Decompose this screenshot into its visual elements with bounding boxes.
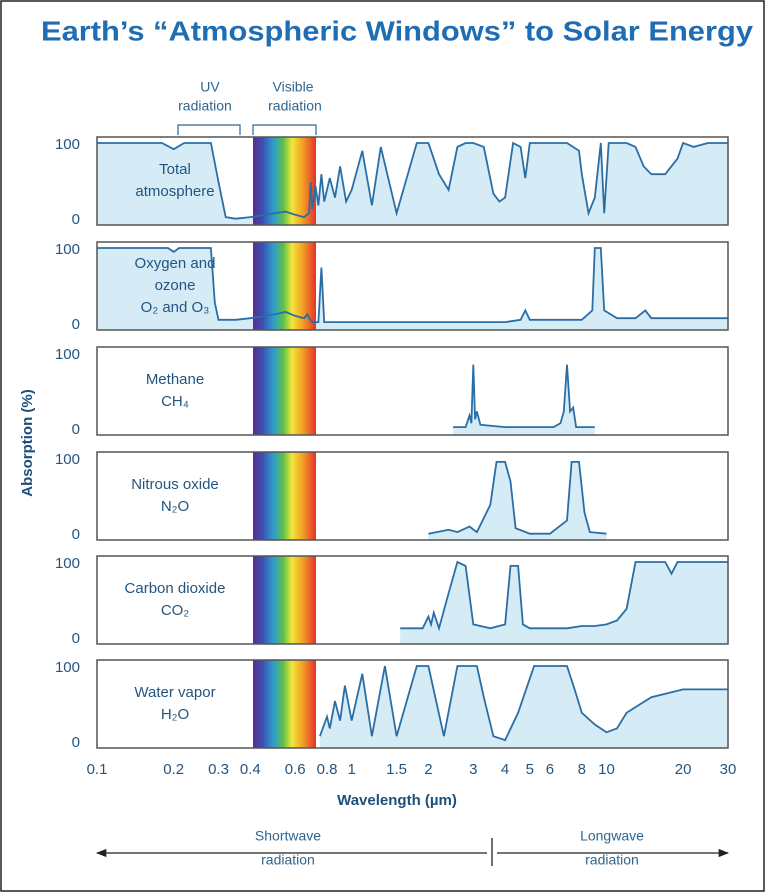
- panel-border: [96, 136, 729, 226]
- absorption-line: [97, 141, 728, 220]
- area-fill: [97, 248, 728, 330]
- panel-label: N₂O: [161, 498, 189, 515]
- x-tick-label: 4: [501, 761, 509, 778]
- panel: [97, 137, 728, 225]
- visible-band: [253, 137, 316, 225]
- panel-label: ozone: [155, 277, 196, 294]
- x-tick-label: 30: [720, 761, 737, 778]
- panel-label: Total: [159, 161, 191, 178]
- area-fill: [400, 562, 728, 644]
- y-tick-label: 0: [72, 211, 80, 228]
- x-tick-label: 1: [348, 761, 356, 778]
- panel-border: [96, 346, 729, 436]
- panel-label: Nitrous oxide: [131, 476, 219, 493]
- y-tick-label: 100: [55, 346, 80, 363]
- panel-label: Oxygen and: [135, 255, 216, 272]
- panel-label: Water vapor: [134, 684, 215, 701]
- uv-bracket: [177, 124, 241, 135]
- absorption-line: [428, 461, 607, 535]
- x-tick-label: 0.3: [208, 761, 229, 778]
- visible-band: [253, 556, 316, 644]
- y-axis-label: Absorption (%): [19, 389, 36, 496]
- x-tick-label: 6: [546, 761, 554, 778]
- y-tick-label: 100: [55, 241, 80, 258]
- panel-label: CH₄: [161, 393, 189, 410]
- panel-label: atmosphere: [135, 183, 214, 200]
- x-tick-label: 10: [598, 761, 615, 778]
- x-tick-label: 0.4: [240, 761, 261, 778]
- panel: [253, 452, 607, 540]
- x-tick-label: 3: [469, 761, 477, 778]
- y-tick-label: 100: [55, 659, 80, 676]
- x-tick-label: 5: [526, 761, 534, 778]
- y-tick-label: 0: [72, 734, 80, 751]
- visible-band: [253, 452, 316, 540]
- y-tick-label: 100: [55, 451, 80, 468]
- panel: [253, 556, 728, 644]
- annotation: radiation: [585, 852, 639, 868]
- y-tick-label: 0: [72, 630, 80, 647]
- y-tick-label: 0: [72, 526, 80, 543]
- panel-border: [96, 241, 729, 331]
- chart-title: Earth’s “Atmospheric Windows” to Solar E…: [41, 15, 753, 46]
- panel-label: Methane: [146, 371, 204, 388]
- visible-band: [253, 347, 316, 435]
- absorption-line: [97, 247, 728, 323]
- panel-border: [96, 555, 729, 645]
- x-tick-label: 2: [424, 761, 432, 778]
- absorption-line: [400, 560, 728, 632]
- x-tick-label: 8: [578, 761, 586, 778]
- y-tick-label: 0: [72, 316, 80, 333]
- x-tick-label: 0.2: [163, 761, 184, 778]
- visible-bracket: [252, 124, 317, 135]
- x-tick-label: 0.6: [285, 761, 306, 778]
- panel: [97, 242, 728, 330]
- annotation: radiation: [261, 852, 315, 868]
- absorption-line: [319, 665, 728, 742]
- panel-border: [96, 659, 729, 749]
- y-tick-label: 0: [72, 421, 80, 438]
- x-tick-label: 1.5: [386, 761, 407, 778]
- y-tick-label: 100: [55, 555, 80, 572]
- x-tick-label: 0.1: [87, 761, 108, 778]
- panel: [253, 347, 595, 435]
- area-fill: [428, 461, 607, 540]
- panel-label: O₂ and O₃: [141, 299, 210, 316]
- panel: [253, 660, 728, 748]
- annotation: Shortwave: [255, 828, 321, 844]
- x-tick-label: 20: [675, 761, 692, 778]
- absorption-line: [453, 364, 595, 428]
- panel-border: [96, 451, 729, 541]
- annotation: Visible: [273, 79, 314, 95]
- annotation: radiation: [178, 98, 232, 114]
- x-tick-label: 0.8: [317, 761, 338, 778]
- y-tick-label: 100: [55, 136, 80, 153]
- visible-band: [253, 660, 316, 748]
- area-fill: [319, 666, 728, 748]
- area-fill: [97, 143, 728, 225]
- annotation: Longwave: [580, 828, 644, 844]
- panel-label: Carbon dioxide: [125, 580, 226, 597]
- x-axis-label: Wavelength (µm): [337, 792, 457, 809]
- panel-label: CO₂: [161, 602, 190, 619]
- panel-label: H₂O: [161, 706, 189, 723]
- annotation: radiation: [268, 98, 322, 114]
- annotation: UV: [200, 79, 220, 95]
